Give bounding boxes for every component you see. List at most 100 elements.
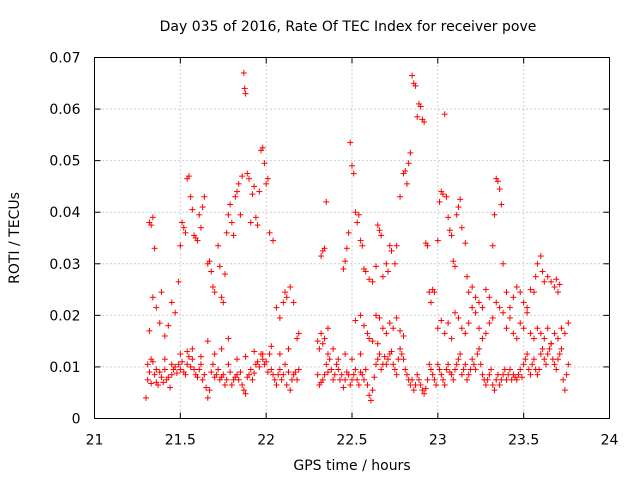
data-point (251, 183, 258, 190)
data-point (378, 232, 385, 239)
data-point (266, 229, 273, 236)
data-point (324, 369, 331, 376)
data-point (537, 330, 544, 337)
data-point (501, 366, 508, 373)
data-point (393, 242, 400, 249)
data-point (228, 219, 235, 226)
data-point (247, 219, 254, 226)
data-point (462, 240, 469, 247)
data-point (541, 278, 548, 285)
data-point (426, 289, 433, 296)
data-point (477, 361, 484, 368)
data-point (498, 201, 505, 208)
data-point (452, 309, 458, 316)
data-point (385, 356, 392, 363)
data-point (458, 325, 465, 332)
axis-ticks (94, 57, 610, 419)
data-point (397, 327, 404, 334)
data-point (249, 376, 256, 383)
data-point (361, 376, 368, 383)
data-point (443, 193, 450, 200)
data-point (189, 345, 196, 352)
data-point (264, 369, 271, 376)
data-point (259, 356, 266, 363)
data-point (247, 366, 254, 373)
data-point (494, 371, 501, 378)
data-point (527, 371, 534, 378)
data-point (179, 219, 186, 226)
data-point (424, 376, 431, 383)
data-point (476, 345, 483, 352)
data-point (563, 371, 570, 378)
data-point (271, 376, 278, 383)
data-point (379, 325, 386, 332)
data-point (386, 320, 393, 327)
data-point (434, 361, 441, 368)
data-point (350, 170, 357, 177)
data-point (208, 369, 215, 376)
data-point (472, 294, 479, 301)
data-point (467, 366, 474, 373)
data-point (218, 294, 225, 301)
data-point (366, 392, 373, 399)
data-point (259, 351, 266, 358)
data-point (246, 175, 252, 182)
x-tick-label: 21 (86, 433, 104, 449)
data-point (510, 294, 517, 301)
data-point (197, 361, 204, 368)
data-point (541, 356, 548, 363)
data-point (443, 366, 450, 373)
x-tick-label: 24 (601, 433, 619, 449)
data-point (362, 366, 369, 373)
data-point (324, 325, 331, 332)
data-point (232, 193, 239, 200)
y-tick-label: 0.04 (49, 205, 80, 221)
data-point (438, 317, 445, 324)
data-point (143, 394, 149, 401)
data-point (486, 294, 493, 301)
data-point (506, 366, 513, 373)
data-point (400, 356, 407, 363)
data-point (479, 304, 486, 311)
data-point (230, 232, 237, 239)
data-point (191, 366, 198, 373)
data-point (149, 214, 156, 221)
data-point (324, 351, 331, 358)
data-point (345, 371, 352, 378)
data-point (510, 330, 517, 337)
data-point (373, 361, 380, 368)
data-point (441, 381, 448, 388)
data-point (359, 242, 366, 249)
data-point (410, 387, 417, 394)
data-point (220, 299, 227, 306)
data-point (223, 229, 230, 236)
data-point (383, 361, 390, 368)
data-point (427, 299, 434, 306)
data-point (285, 345, 292, 352)
data-point (321, 245, 328, 252)
data-point (156, 320, 163, 327)
data-point (270, 371, 277, 378)
data-point (544, 325, 551, 332)
data-point (524, 304, 531, 311)
data-point (256, 363, 263, 370)
data-point (524, 351, 531, 358)
data-point (555, 335, 561, 342)
data-point (515, 371, 522, 378)
data-point (201, 193, 208, 200)
data-point (268, 366, 275, 373)
data-point (335, 366, 342, 373)
data-point (155, 381, 162, 388)
data-point (215, 366, 222, 373)
data-point (276, 314, 283, 321)
data-point (465, 289, 472, 296)
data-point (536, 366, 543, 373)
data-point (385, 268, 392, 275)
data-point (494, 178, 501, 185)
data-point (239, 381, 246, 388)
data-point (421, 118, 428, 125)
data-point (323, 198, 330, 205)
data-point (223, 376, 230, 383)
data-point (457, 196, 464, 203)
y-tick-label: 0 (72, 412, 81, 428)
